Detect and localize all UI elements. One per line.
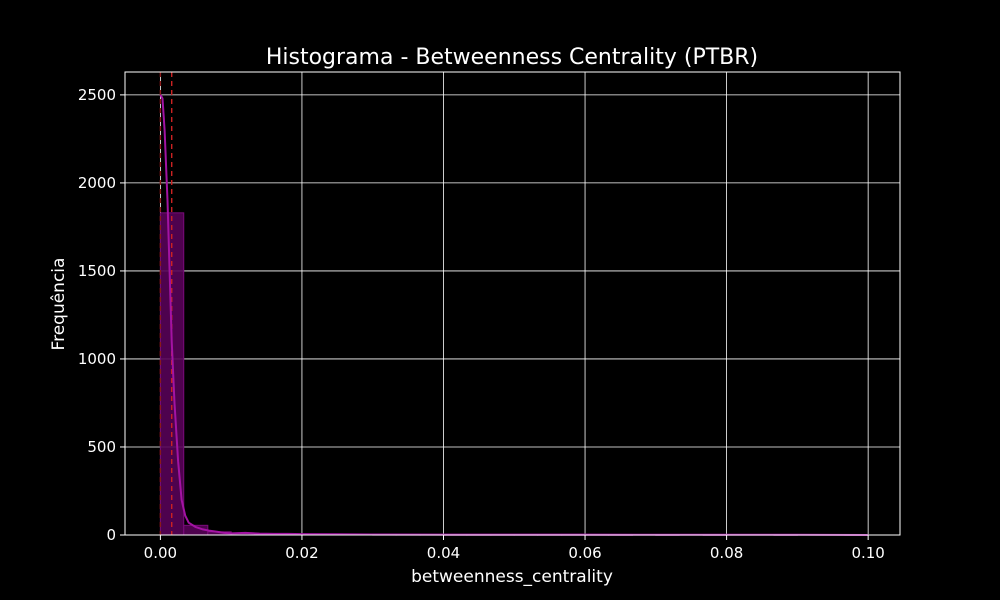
x-tick-label-0: 0.00 (144, 544, 177, 562)
y-tick-label-3: 1500 (78, 262, 116, 280)
y-axis-ticks: 0 500 1000 1500 2000 2500 (78, 86, 125, 544)
x-tick-label-2: 0.04 (427, 544, 460, 562)
y-tick-label-2: 1000 (78, 350, 116, 368)
x-tick-label-4: 0.08 (710, 544, 743, 562)
plot-frame (124, 71, 901, 536)
y-tick-label-5: 2500 (78, 86, 116, 104)
x-axis-label: betweenness_centrality (411, 567, 613, 587)
chart-title: Histograma - Betweenness Centrality (PTB… (266, 45, 758, 70)
x-tick-label-3: 0.06 (568, 544, 601, 562)
y-tick-label-0: 0 (106, 526, 116, 544)
y-axis-label: Frequência (49, 258, 69, 351)
y-tick-label-4: 2000 (78, 174, 116, 192)
x-tick-label-1: 0.02 (285, 544, 318, 562)
x-axis-ticks: 0.00 0.02 0.04 0.06 0.08 0.10 (144, 535, 885, 562)
y-tick-label-1: 500 (87, 438, 116, 456)
x-tick-label-5: 0.10 (851, 544, 884, 562)
